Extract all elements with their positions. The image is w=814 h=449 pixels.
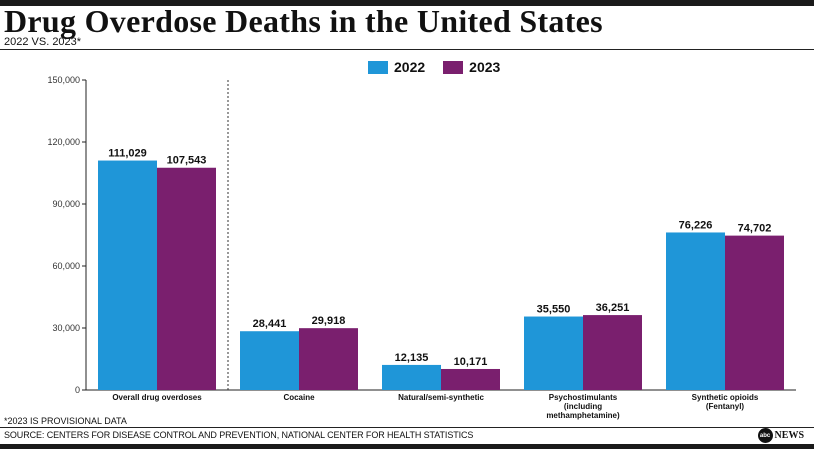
bar-2023 [583,315,642,390]
legend-swatch-2022 [368,60,388,74]
bottom-band [0,444,814,449]
data-label-2022: 28,441 [253,318,287,330]
y-tick-label: 0 [75,385,80,395]
title-rule [0,49,814,50]
legend: 2022 2023 [368,59,500,75]
legend-label-2022: 2022 [394,59,426,75]
data-label-2023: 107,543 [167,155,207,167]
x-category-label: Psychostimulants [549,393,618,402]
x-category-label: Synthetic opioids [692,393,759,402]
bar-2022 [524,316,583,390]
abc-news-logo: abc NEWS [757,428,804,443]
chart-subtitle: 2022 VS. 2023* [4,36,82,48]
legend-item-2022: 2022 [368,59,425,75]
y-tick-label: 120,000 [47,137,80,147]
legend-swatch-2023 [443,60,464,74]
bar-2022 [98,160,157,390]
data-label-2022: 35,550 [537,304,571,316]
legend-item-2023: 2023 [443,59,500,75]
bar-2023 [157,167,216,390]
data-label-2022: 111,029 [108,148,147,160]
legend-label-2023: 2023 [469,59,501,75]
data-label-2023: 29,918 [312,315,346,327]
bar-2022 [382,364,441,390]
x-category-label: (Fentanyl) [706,402,745,411]
x-category-label: Cocaine [283,393,315,402]
y-tick-label: 90,000 [52,199,80,209]
top-band [0,0,814,6]
y-tick-label: 30,000 [52,323,80,333]
x-category-label: (including [564,402,602,411]
data-label-2023: 36,251 [596,302,630,314]
bar-2022 [240,331,299,390]
y-tick-label: 150,000 [47,75,80,85]
x-category-label: methamphetamine) [546,411,620,420]
bar-2023 [299,328,358,390]
bar-2023 [725,235,784,390]
footer-rule [0,427,814,428]
chart-title: Drug Overdose Deaths in the United State… [4,3,603,39]
data-label-2023: 10,171 [454,356,488,368]
bar-2022 [666,232,725,390]
data-label-2022: 12,135 [395,352,429,364]
data-label-2022: 76,226 [679,219,713,231]
bar-2023 [441,368,500,390]
footnote: *2023 IS PROVISIONAL DATA [4,416,127,426]
source-note: SOURCE: CENTERS FOR DISEASE CONTROL AND … [4,430,474,440]
news-logo-text: NEWS [774,430,804,441]
x-category-label: Natural/semi-synthetic [398,393,484,402]
y-tick-label: 60,000 [52,261,80,271]
x-category-label: Overall drug overdoses [112,393,202,402]
data-label-2023: 74,702 [738,223,772,235]
abc-logo-mark: abc [757,428,773,443]
